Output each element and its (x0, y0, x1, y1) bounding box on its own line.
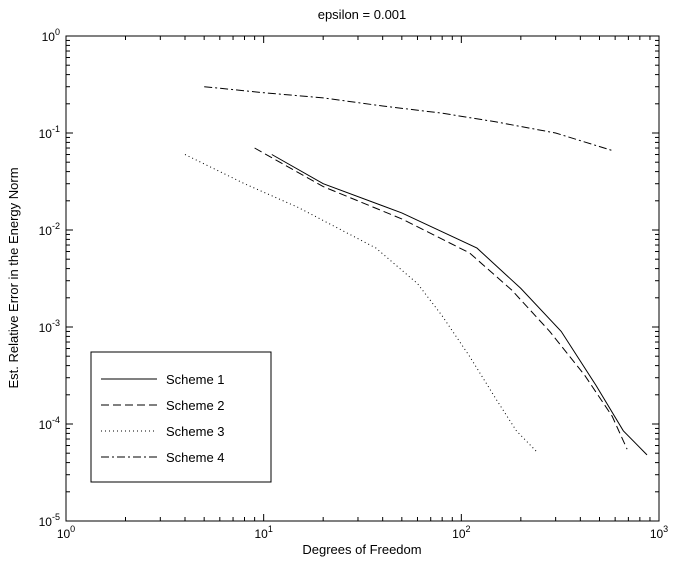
series-line-2 (254, 147, 628, 450)
y-tick-label: 10-1 (39, 124, 60, 141)
legend-label-4: Scheme 4 (166, 450, 225, 465)
x-axis-label: Degrees of Freedom (302, 542, 421, 557)
x-axis: 100 101 102 103 (57, 36, 668, 541)
legend-box (90, 351, 272, 483)
y-axis: 10-5 10-4 10-3 10-2 10-1 100 (39, 27, 659, 529)
x-tick-label: 100 (57, 524, 75, 541)
y-tick-label: 10-4 (39, 415, 60, 432)
legend-label-1: Scheme 1 (166, 372, 225, 387)
plot-area (65, 35, 660, 522)
series-line-1 (271, 154, 648, 456)
y-axis-label: Est. Relative Error in the Energy Norm (6, 167, 21, 388)
x-tick-label: 102 (452, 524, 470, 541)
x-tick-label: 103 (650, 524, 668, 541)
y-tick-label: 10-2 (39, 221, 60, 238)
x-tick-label: 101 (254, 524, 272, 541)
legend-label-2: Scheme 2 (166, 398, 225, 413)
series-line-4 (204, 86, 613, 151)
y-tick-label: 10-3 (39, 318, 60, 335)
y-tick-label: 100 (42, 27, 60, 44)
legend: Scheme 1 Scheme 2 Scheme 3 Scheme 4 (90, 351, 272, 483)
series-layer (184, 86, 648, 456)
chart-title: epsilon = 0.001 (318, 7, 407, 22)
y-tick-label: 10-5 (39, 512, 60, 529)
legend-label-3: Scheme 3 (166, 424, 225, 439)
